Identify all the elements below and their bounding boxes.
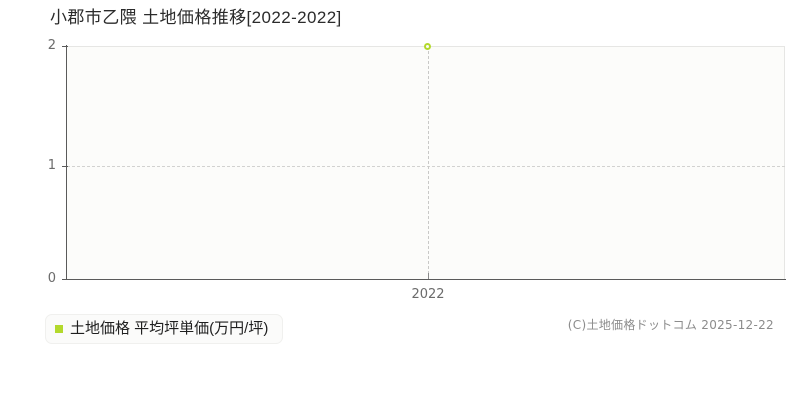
y-tick-mark-2 (62, 46, 68, 47)
y-tick-label-0-wrap: 0 (0, 272, 56, 285)
chart-legend[interactable]: 土地価格 平均坪単価(万円/坪) (45, 314, 284, 344)
gridline-horizontal-y1 (67, 166, 785, 167)
copyright-credit: (C)土地価格ドットコム 2025-12-22 (567, 318, 774, 332)
plot-area (67, 46, 785, 279)
y-tick-label-2: 2 (47, 38, 56, 53)
gridline-vertical-2022 (427, 46, 429, 279)
legend-item-label: 土地価格 平均坪単価(万円/坪) (70, 320, 269, 337)
y-tick-label-1-wrap: 1 (0, 159, 56, 172)
y-tick-label-2-wrap: 2 (0, 39, 56, 52)
y-axis-line (66, 45, 67, 280)
y-tick-label-1: 1 (47, 158, 56, 173)
x-axis-line (66, 279, 786, 280)
x-tick-label-2022: 2022 (411, 287, 445, 302)
data-point-2022[interactable] (424, 43, 431, 50)
y-tick-mark-0 (62, 279, 68, 280)
y-tick-mark-1 (62, 166, 68, 167)
chart-title: 小郡市乙隈 土地価格推移[2022-2022] (50, 8, 342, 27)
x-tick-label-2022-wrap: 2022 (388, 285, 468, 303)
y-tick-label-0: 0 (47, 271, 56, 286)
x-tick-mark-2022 (427, 273, 429, 279)
legend-swatch-land-price-icon (55, 325, 63, 333)
